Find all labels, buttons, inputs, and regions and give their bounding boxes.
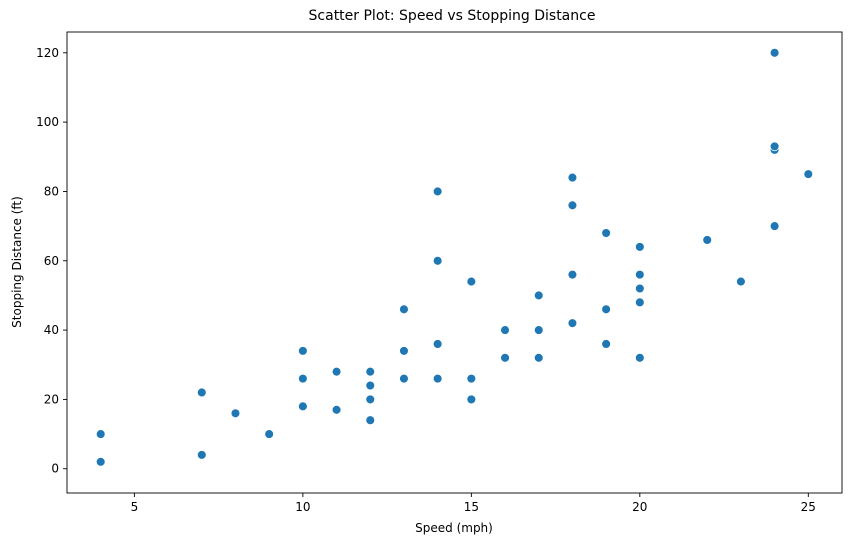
x-tick-label: 15 [464, 500, 479, 514]
y-tick-label: 120 [36, 46, 59, 60]
x-tick-label: 25 [801, 500, 816, 514]
y-tick-label: 100 [36, 115, 59, 129]
data-point-21 [432, 186, 443, 197]
data-point-19 [432, 339, 443, 349]
plot-frame [66, 31, 843, 494]
data-point-37 [635, 353, 645, 363]
data-point-28 [533, 325, 544, 335]
data-point-8 [298, 346, 308, 356]
data-point-43 [736, 276, 746, 287]
data-point-38 [635, 297, 645, 308]
data-point-48 [803, 169, 814, 179]
x-tick-label: 5 [131, 500, 139, 514]
data-point-14 [365, 366, 376, 377]
data-point-5 [264, 429, 274, 439]
data-point-10 [331, 366, 342, 377]
data-point-20 [432, 256, 443, 266]
y-axis: 0 20 40 60 80 100 120 [36, 46, 67, 476]
data-point-17 [399, 304, 409, 315]
data-point-23 [466, 373, 477, 384]
data-point-39 [635, 283, 645, 294]
data-point-6 [298, 401, 308, 412]
data-point-4 [230, 408, 241, 419]
data-point-31 [567, 269, 578, 280]
x-axis: 5 10 15 20 25 [131, 493, 816, 514]
data-point-22 [466, 394, 477, 405]
y-tick-label: 60 [44, 254, 59, 268]
data-point-9 [331, 405, 342, 415]
data-point-25 [500, 353, 510, 363]
data-point-44 [769, 221, 780, 231]
data-point-29 [533, 290, 544, 301]
y-tick-label: 0 [51, 462, 59, 476]
plot-area [95, 48, 814, 467]
data-point-47 [769, 48, 780, 58]
data-point-11 [365, 415, 376, 425]
y-axis-label: Stopping Distance (ft) [10, 196, 24, 328]
data-point-26 [500, 325, 510, 335]
y-tick-label: 80 [44, 184, 59, 198]
x-axis-label: Speed (mph) [415, 521, 493, 535]
data-point-15 [399, 373, 409, 384]
data-point-33 [567, 172, 578, 183]
data-point-16 [399, 346, 409, 356]
data-point-35 [601, 304, 611, 315]
data-point-0 [95, 457, 106, 467]
data-point-3 [197, 387, 207, 398]
data-point-40 [635, 269, 645, 280]
data-point-46 [769, 141, 780, 152]
y-tick-label: 20 [44, 392, 59, 406]
data-point-41 [635, 242, 645, 252]
y-tick-label: 40 [44, 323, 59, 337]
data-point-1 [95, 429, 106, 439]
data-point-24 [466, 276, 477, 287]
data-point-27 [533, 353, 544, 363]
data-point-32 [567, 200, 578, 211]
data-point-13 [365, 380, 376, 391]
chart-title: Scatter Plot: Speed vs Stopping Distance [309, 8, 596, 24]
data-point-30 [567, 318, 578, 328]
data-point-36 [601, 228, 611, 238]
data-point-12 [365, 394, 376, 405]
x-tick-label: 10 [295, 500, 310, 514]
x-tick-label: 20 [632, 500, 647, 514]
data-point-2 [197, 450, 207, 460]
data-point-42 [702, 235, 712, 245]
data-point-34 [601, 339, 611, 349]
data-point-7 [298, 373, 308, 384]
data-point-18 [432, 373, 443, 384]
